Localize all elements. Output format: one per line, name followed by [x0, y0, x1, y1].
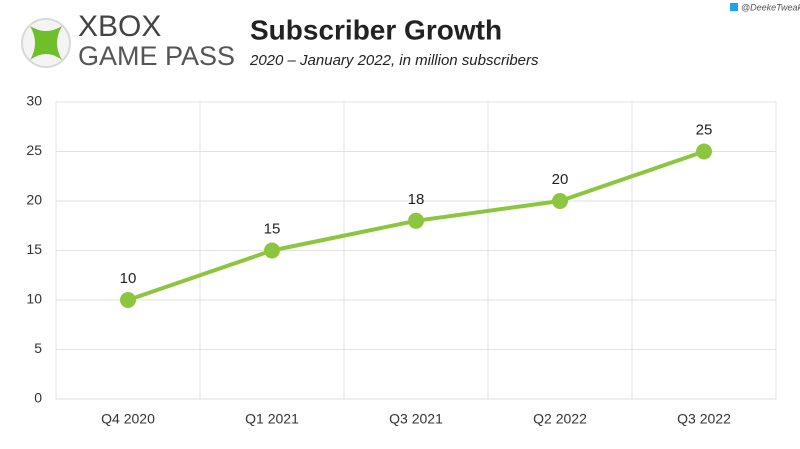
x-tick-label: Q2 2022	[533, 411, 587, 427]
data-label: 18	[408, 191, 425, 208]
y-tick-label: 15	[26, 241, 42, 257]
point	[552, 193, 568, 209]
logo-x	[30, 26, 62, 60]
x-tick-label: Q1 2021	[245, 411, 299, 427]
x-tick-label: Q4 2020	[101, 411, 155, 427]
logo-line1: XBOX	[78, 10, 161, 43]
point	[408, 212, 424, 229]
y-tick-label: 0	[34, 390, 42, 406]
logo: XBOX GAME PASS	[21, 10, 235, 71]
point	[264, 242, 280, 259]
data-label: 15	[264, 220, 281, 237]
point	[696, 143, 712, 160]
credit: @DeekeTweak	[741, 2, 800, 12]
y-tick-label: 25	[26, 142, 42, 158]
y-tick-label: 10	[26, 291, 42, 307]
y-tick-label: 20	[26, 192, 42, 208]
data-label: 10	[120, 270, 137, 287]
x-tick-label: Q3 2022	[677, 411, 731, 427]
x-tick-label: Q3 2021	[389, 411, 443, 427]
chart-title: Subscriber Growth	[250, 14, 502, 45]
chart-subtitle: 2020 – January 2022, in million subscrib…	[249, 52, 539, 69]
twitter-icon	[730, 3, 738, 11]
logo-line2: GAME PASS	[78, 41, 235, 71]
data-label: 20	[552, 171, 569, 188]
point	[120, 292, 136, 308]
y-tick-label: 30	[26, 93, 42, 109]
data-label: 25	[696, 121, 713, 138]
y-tick-label: 5	[34, 340, 42, 356]
